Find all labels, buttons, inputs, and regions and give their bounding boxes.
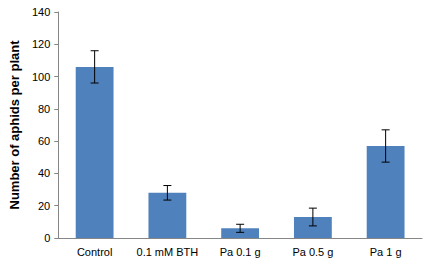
svg-text:Number of aphids per plant: Number of aphids per plant: [7, 40, 22, 210]
svg-text:Control: Control: [77, 246, 112, 258]
svg-text:Pa 1 g: Pa 1 g: [370, 246, 402, 258]
svg-text:40: 40: [38, 167, 50, 179]
svg-text:Pa 0.5 g: Pa 0.5 g: [292, 246, 333, 258]
svg-text:0.1 mM BTH: 0.1 mM BTH: [137, 246, 199, 258]
svg-text:80: 80: [38, 103, 50, 115]
svg-text:100: 100: [32, 71, 50, 83]
svg-text:20: 20: [38, 200, 50, 212]
svg-text:Pa 0.1 g: Pa 0.1 g: [220, 246, 261, 258]
svg-text:0: 0: [44, 232, 50, 244]
svg-text:60: 60: [38, 135, 50, 147]
svg-text:140: 140: [32, 6, 50, 18]
svg-text:120: 120: [32, 38, 50, 50]
